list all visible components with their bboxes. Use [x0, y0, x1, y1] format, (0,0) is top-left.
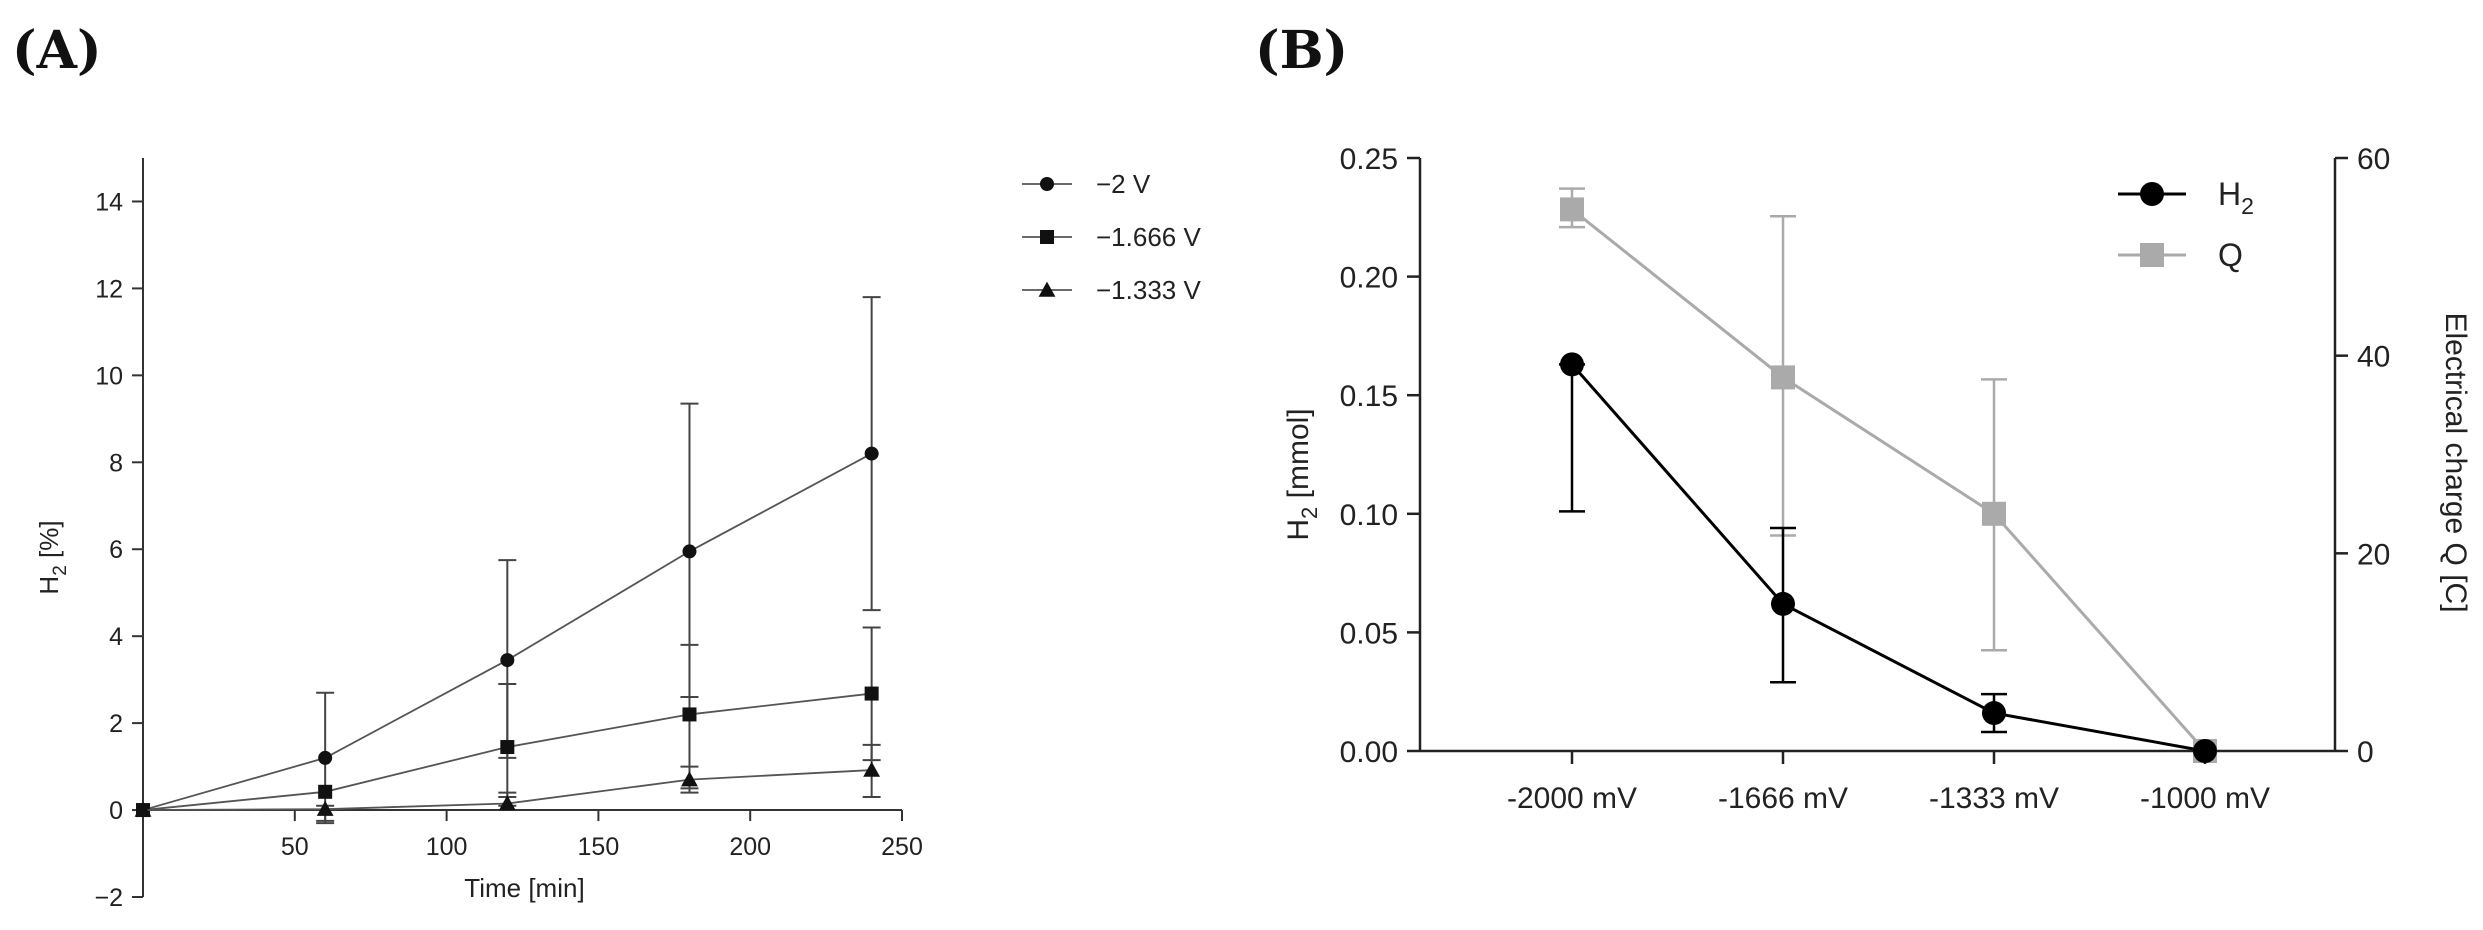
legend-marker-square [2140, 243, 2164, 267]
data-point-triangle [498, 795, 516, 811]
data-point-square [1560, 197, 1584, 222]
x-tick-label: 150 [578, 833, 620, 861]
data-point-triangle [681, 771, 698, 787]
right-y-tick-label: 0 [2357, 736, 2374, 769]
data-point-square [500, 740, 515, 755]
y-tick-label: 10 [95, 362, 123, 390]
y-tick-label: 2 [109, 710, 123, 738]
left-y-tick-label: 0.20 [1340, 262, 1398, 295]
series-line-q [1571, 208, 2207, 752]
data-point-circle [1982, 701, 2006, 726]
right-y-tick-label: 60 [2357, 143, 2390, 176]
data-point-circle [682, 544, 697, 559]
x-tick-label: -1666 mV [1718, 782, 1848, 815]
data-point-circle [2193, 739, 2217, 763]
y-tick-label: 14 [95, 188, 123, 216]
panel-b-label: (B) [1255, 20, 1348, 81]
data-point-triangle [134, 801, 152, 817]
data-point-triangle [316, 800, 334, 816]
y-tick-label: 12 [95, 275, 123, 303]
x-tick-label: 200 [729, 833, 771, 861]
legend-label: −2 V [1096, 169, 1151, 199]
y-axis-title-tail: [%] [34, 520, 64, 565]
left-y-axis-title-main: H [1282, 519, 1315, 541]
data-point-circle [1771, 591, 1795, 616]
left-y-tick-label: 0.25 [1340, 143, 1398, 176]
data-point-circle [864, 446, 879, 461]
legend-label-sub: 2 [2241, 193, 2254, 219]
legend-label-main: Q [2218, 237, 2243, 273]
y-axis-title-sub: 2 [50, 565, 71, 576]
y-tick-label: 8 [109, 449, 123, 477]
x-tick-label: 50 [281, 833, 309, 861]
right-y-axis-title: Electrical charge Q [C] [2439, 312, 2472, 612]
y-tick-label: 0 [109, 797, 123, 825]
y-tick-label: −2 [94, 884, 123, 912]
data-point-square [318, 784, 333, 799]
x-tick-label: 100 [426, 833, 468, 861]
legend-label: −1.666 V [1096, 222, 1201, 252]
x-tick-label: -1000 mV [2140, 782, 2270, 815]
x-tick-label: -2000 mV [1507, 782, 1637, 815]
data-point-square [1982, 501, 2006, 526]
legend-label: H2 [2218, 176, 2254, 219]
legend-label: −1.333 V [1096, 275, 1201, 305]
data-point-square [864, 686, 879, 701]
data-point-circle [1560, 352, 1584, 377]
legend-label-main: H [2218, 176, 2241, 212]
data-point-circle [318, 750, 333, 765]
chart-b: 0.00 0.05 0.10 0.15 0.20 0.25 0 20 40 60 -2000 mV -… [1282, 143, 2472, 815]
left-y-tick-label: 0.00 [1340, 736, 1398, 769]
right-y-tick-label: 20 [2357, 538, 2390, 571]
y-axis-title: H2 [%] [34, 520, 71, 594]
y-tick-label: 4 [109, 623, 123, 651]
legend-marker-circle [2140, 182, 2164, 206]
panel-a-label: (A) [12, 20, 102, 81]
x-axis-title: Time [min] [464, 873, 584, 903]
right-y-tick-label: 40 [2357, 341, 2390, 374]
y-axis-title-main: H [34, 576, 64, 595]
legend-marker-square [1040, 230, 1054, 244]
left-y-axis-title-tail: [mmol] [1282, 408, 1315, 506]
x-tick-label: -1333 mV [1929, 782, 2059, 815]
series-line-h2 [1570, 363, 2206, 753]
chart-a: −2 0 2 4 6 8 10 12 14 50 100 150 200 250 Time [min] H2 … [34, 158, 1201, 912]
legend-marker-circle [1040, 177, 1054, 191]
data-point-square [1771, 365, 1795, 390]
y-tick-label: 6 [109, 536, 123, 564]
data-point-triangle [863, 761, 881, 777]
left-y-tick-label: 0.05 [1340, 617, 1398, 650]
left-y-tick-label: 0.10 [1340, 499, 1398, 532]
data-point-square [682, 707, 697, 722]
legend-label: Q [2218, 237, 2243, 273]
left-y-axis-title: H2 [mmol] [1282, 408, 1322, 540]
left-y-tick-label: 0.15 [1340, 380, 1398, 413]
legend-marker-triangle [1038, 281, 1056, 297]
data-point-circle [500, 653, 515, 668]
left-y-axis-title-sub: 2 [1297, 507, 1322, 519]
x-tick-label: 250 [881, 833, 923, 861]
